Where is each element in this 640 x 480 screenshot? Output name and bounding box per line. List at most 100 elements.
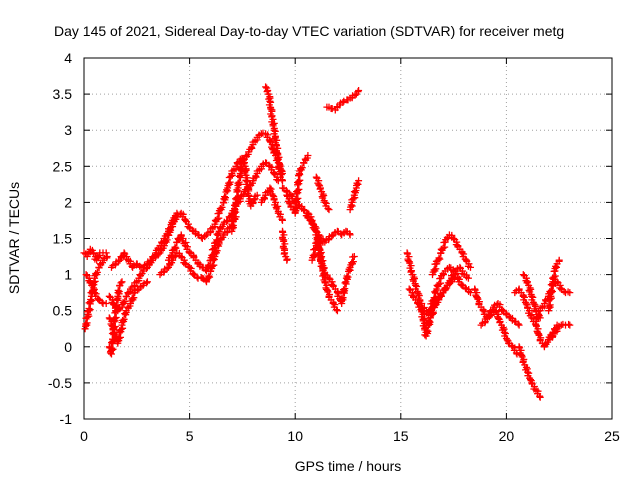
data-marker [536,314,544,322]
data-marker [324,205,332,212]
data-marker [423,326,431,334]
data-marker [146,257,154,265]
series-arc-32 [519,271,544,322]
data-marker [279,177,286,185]
data-marker [349,195,357,203]
data-marker [102,300,110,307]
y-tick-label: 2 [64,194,72,210]
x-tick-label: 5 [186,428,194,444]
chart-title: Day 145 of 2021, Sidereal Day-to-day VTE… [54,23,564,39]
data-marker [350,253,358,260]
series-arc-19 [312,173,333,214]
data-marker [329,300,337,307]
data-marker [253,191,261,199]
data-marker [312,173,320,181]
y-tick-label: 0 [64,339,72,355]
data-marker [93,268,101,276]
data-marker [283,191,291,199]
data-marker [340,97,348,105]
data-marker [527,376,534,384]
data-marker [321,198,329,206]
data-marker [115,257,122,265]
data-marker [566,289,574,297]
x-tick-label: 25 [604,428,620,444]
data-marker [350,188,358,196]
data-marker [325,274,333,282]
data-marker [177,253,185,260]
x-axis-label: GPS time / hours [295,458,402,474]
data-marker [105,314,113,322]
data-marker [555,256,563,264]
data-marker [262,83,270,91]
axis-ticks: 0 5 10 15 20 25 -1 -0.5 0 0.5 1 1.5 2 2.5 3 3.5 4 [48,50,620,444]
data-marker [236,164,244,172]
y-tick-label: 3.5 [53,86,73,102]
data-marker [130,294,138,302]
data-marker [458,249,466,257]
series-arc-10 [156,213,240,286]
data-marker [515,321,523,329]
y-tick-label: -0.5 [48,375,72,391]
data-marker [349,258,357,266]
data-marker [304,152,312,159]
data-marker [206,273,214,281]
gridlines [84,58,612,419]
series-arc-25 [422,263,472,329]
data-marker [171,243,179,251]
series-arc-6 [108,249,145,271]
data-marker [464,274,472,282]
y-axis-label: SDTVAR / TECUs [6,182,22,294]
data-marker [536,393,544,401]
data-marker [519,271,527,279]
series-arc-18 [308,231,341,315]
series-arc-20 [346,177,363,214]
data-marker [467,289,474,297]
data-marker [503,336,511,344]
x-tick-label: 10 [287,428,303,444]
data-marker [98,298,106,306]
data-marker [112,302,119,310]
data-points [80,83,574,401]
data-marker [143,278,151,286]
series-arc-21 [323,87,363,114]
series-arc-8 [139,129,286,271]
data-marker [332,306,340,314]
data-marker [346,231,354,239]
series-arc-1 [80,245,110,264]
data-marker [186,263,194,271]
data-marker [266,137,274,145]
x-tick-label: 15 [393,428,409,444]
data-marker [270,170,278,177]
series-arc-7 [105,278,126,358]
data-marker [105,292,113,300]
data-marker [429,308,437,316]
series-arc-15 [283,152,312,217]
data-marker [337,230,345,238]
data-marker [134,286,141,294]
series-arc-16 [278,227,291,264]
data-marker [119,316,127,324]
data-marker [355,177,363,185]
series-arc-3 [82,271,110,307]
data-marker [269,192,277,200]
data-marker [87,296,95,303]
y-tick-label: 2.5 [53,158,73,174]
y-tick-label: 0.5 [53,303,73,319]
x-tick-label: 0 [80,428,88,444]
data-marker [121,297,129,305]
data-marker [283,256,291,264]
series-arc-11 [228,155,261,235]
data-marker [91,289,99,297]
data-marker [197,233,205,241]
data-marker [221,193,228,201]
series-arc-26 [471,285,521,358]
data-marker [479,307,487,315]
data-marker [103,253,111,260]
data-marker [315,181,323,189]
data-marker [279,216,286,224]
data-marker [298,164,306,172]
data-marker [566,321,574,329]
data-marker [351,91,359,99]
data-marker [405,285,413,293]
data-marker [565,320,573,328]
